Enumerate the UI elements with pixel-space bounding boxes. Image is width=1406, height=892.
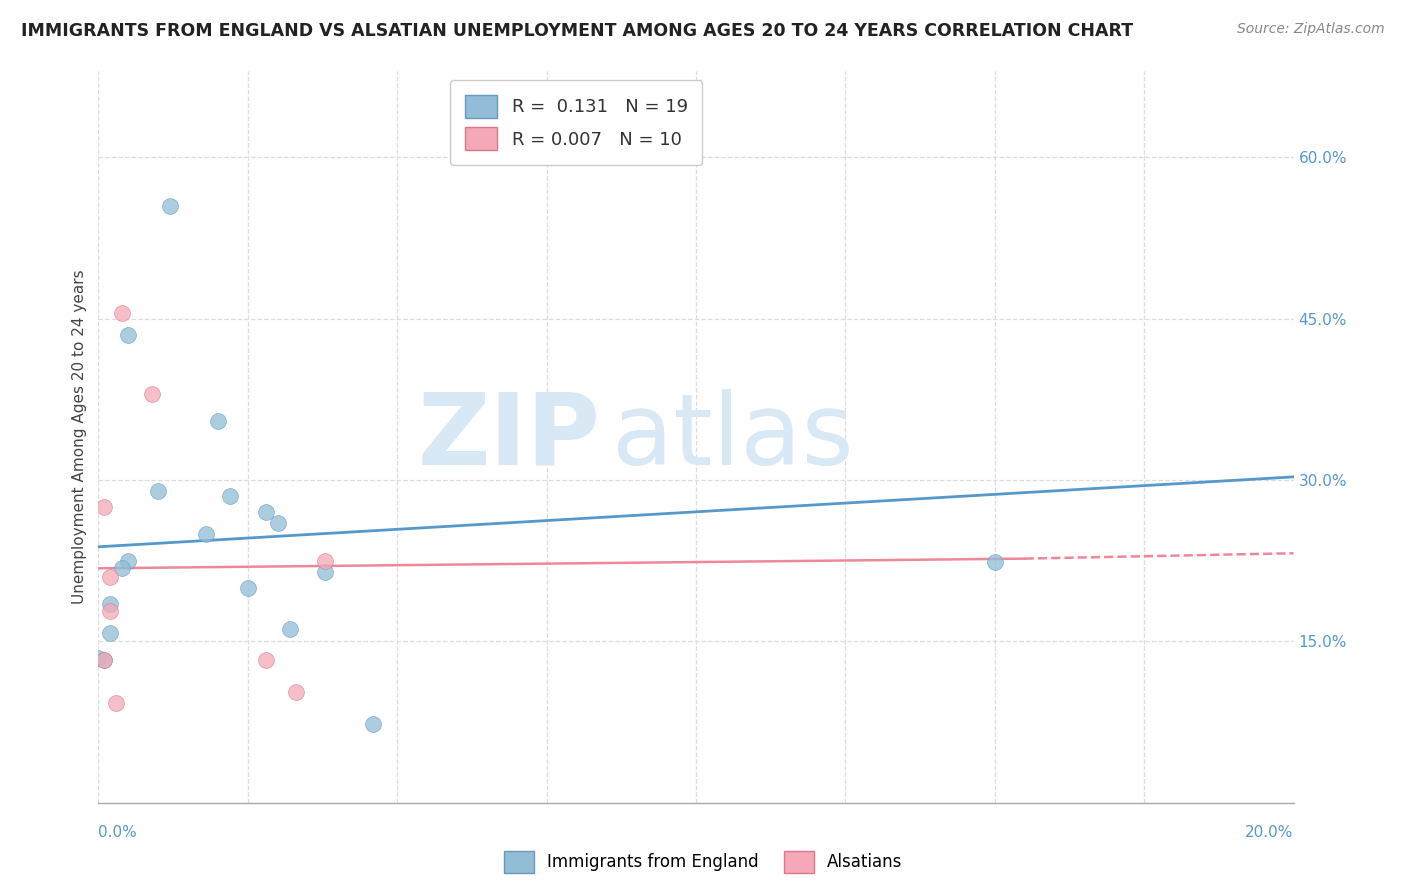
Text: ZIP: ZIP <box>418 389 600 485</box>
Point <box>219 489 242 503</box>
Point <box>100 604 122 618</box>
Text: Source: ZipAtlas.com: Source: ZipAtlas.com <box>1237 22 1385 37</box>
Point <box>93 500 115 514</box>
Point <box>236 581 259 595</box>
Point <box>254 505 277 519</box>
Point <box>148 483 170 498</box>
Point <box>315 565 337 579</box>
Y-axis label: Unemployment Among Ages 20 to 24 years: Unemployment Among Ages 20 to 24 years <box>72 269 87 605</box>
Point <box>363 717 385 731</box>
Text: 0.0%: 0.0% <box>98 825 138 840</box>
Text: atlas: atlas <box>613 389 853 485</box>
Legend: R =  0.131   N = 19, R = 0.007   N = 10: R = 0.131 N = 19, R = 0.007 N = 10 <box>450 80 703 165</box>
Point <box>105 696 128 710</box>
Point <box>111 306 134 320</box>
Point <box>141 387 163 401</box>
Point <box>284 685 307 699</box>
Point <box>111 561 134 575</box>
Point <box>100 597 122 611</box>
Point <box>93 653 115 667</box>
Point <box>100 570 122 584</box>
Text: IMMIGRANTS FROM ENGLAND VS ALSATIAN UNEMPLOYMENT AMONG AGES 20 TO 24 YEARS CORRE: IMMIGRANTS FROM ENGLAND VS ALSATIAN UNEM… <box>21 22 1133 40</box>
Point <box>207 414 229 428</box>
Point <box>87 650 110 665</box>
Point <box>93 653 115 667</box>
Point <box>100 625 122 640</box>
Point <box>267 516 290 530</box>
Point <box>117 327 139 342</box>
Legend: Immigrants from England, Alsatians: Immigrants from England, Alsatians <box>496 845 910 880</box>
Point <box>315 554 337 568</box>
Point <box>254 653 277 667</box>
Point <box>159 199 181 213</box>
Text: 20.0%: 20.0% <box>1246 825 1294 840</box>
Point <box>117 554 139 568</box>
Point <box>278 622 301 636</box>
Point <box>984 555 1007 569</box>
Point <box>195 527 218 541</box>
